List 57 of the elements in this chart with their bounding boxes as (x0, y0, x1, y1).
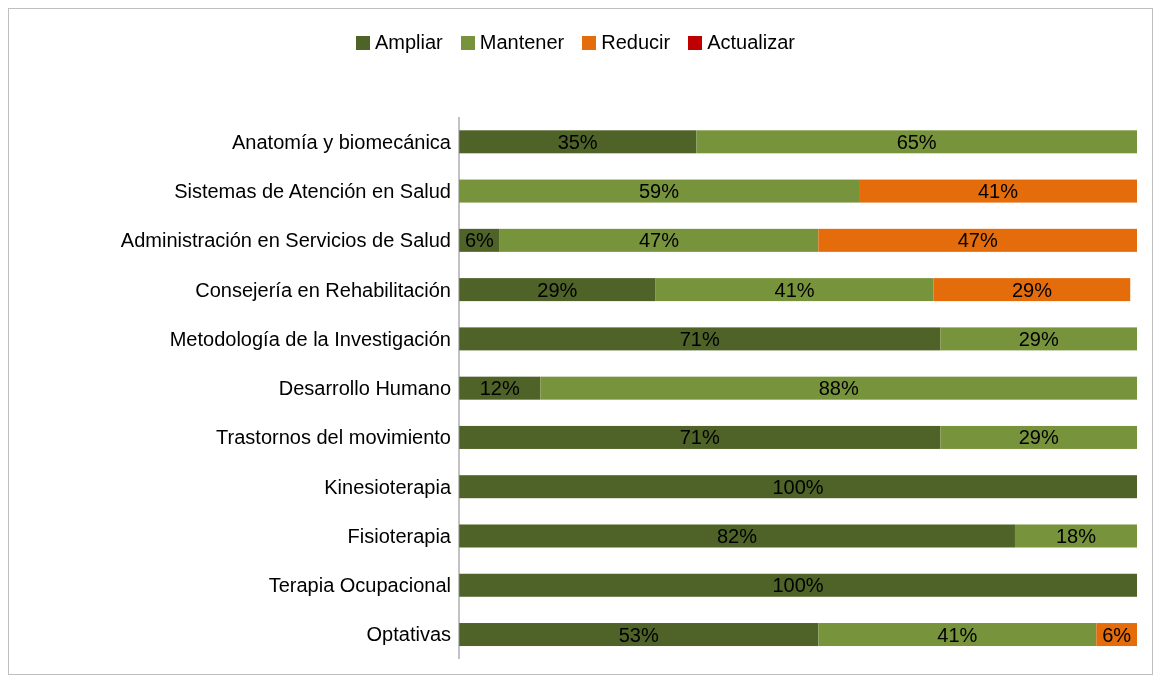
legend-label: Mantener (479, 31, 565, 54)
bar (655, 278, 934, 302)
y-tick-label: Anatomía y biomecánica (231, 130, 452, 153)
y-tick-label: Sistemas de Atención en Salud (174, 180, 451, 203)
bar (818, 623, 1097, 647)
data-label: 53% (618, 623, 659, 646)
bar (696, 130, 1137, 154)
bar (459, 130, 697, 154)
y-tick-label: Terapia Ocupacional (268, 574, 451, 597)
bar (540, 376, 1137, 400)
data-label: 59% (638, 180, 680, 203)
data-label: 47% (957, 229, 998, 252)
data-label: 29% (1018, 426, 1059, 449)
data-label: 12% (479, 377, 520, 400)
data-label: 88% (818, 377, 859, 400)
data-label: 35% (557, 130, 598, 153)
bar (459, 278, 656, 302)
y-tick-label: Trastornos del movimiento (216, 426, 451, 449)
bar (859, 179, 1137, 203)
bar (933, 278, 1131, 302)
data-label: 29% (537, 278, 578, 301)
data-label: 82% (716, 524, 758, 547)
bar (459, 475, 1137, 499)
bar (940, 327, 1137, 351)
y-tick-label: Optativas (366, 623, 451, 646)
data-label: 47% (638, 229, 680, 252)
data-label: 41% (937, 623, 978, 646)
bar (499, 228, 819, 252)
y-tick-label: Administración en Servicios de Salud (120, 229, 451, 252)
bar (459, 425, 941, 449)
data-label: 29% (1018, 327, 1059, 350)
data-label: 100% (772, 574, 824, 597)
data-label: 71% (679, 426, 720, 449)
data-label: 65% (896, 130, 937, 153)
data-label: 41% (774, 278, 815, 301)
bar (459, 524, 1015, 548)
y-tick-label: Fisioterapia (347, 524, 452, 547)
bar (459, 623, 819, 647)
legend-label: Ampliar (374, 31, 443, 54)
data-label: 71% (679, 327, 720, 350)
legend-label: Actualizar (707, 31, 796, 54)
y-tick-label: Desarrollo Humano (278, 377, 451, 400)
data-label: 100% (772, 475, 824, 498)
y-tick-label: Consejería en Rehabilitación (195, 278, 451, 301)
data-label: 41% (977, 180, 1019, 203)
bar (940, 425, 1137, 449)
data-label: 18% (1055, 524, 1097, 547)
y-tick-label: Metodología de la Investigación (169, 327, 451, 350)
bar (459, 327, 941, 351)
data-label: 29% (1011, 278, 1053, 301)
legend-label: Reducir (601, 31, 671, 54)
data-label: 6% (1102, 623, 1132, 646)
bar (818, 228, 1137, 252)
data-label: 6% (464, 229, 495, 252)
bar (459, 573, 1137, 597)
y-tick-label: Kinesioterapia (324, 475, 452, 498)
bar (459, 179, 860, 203)
